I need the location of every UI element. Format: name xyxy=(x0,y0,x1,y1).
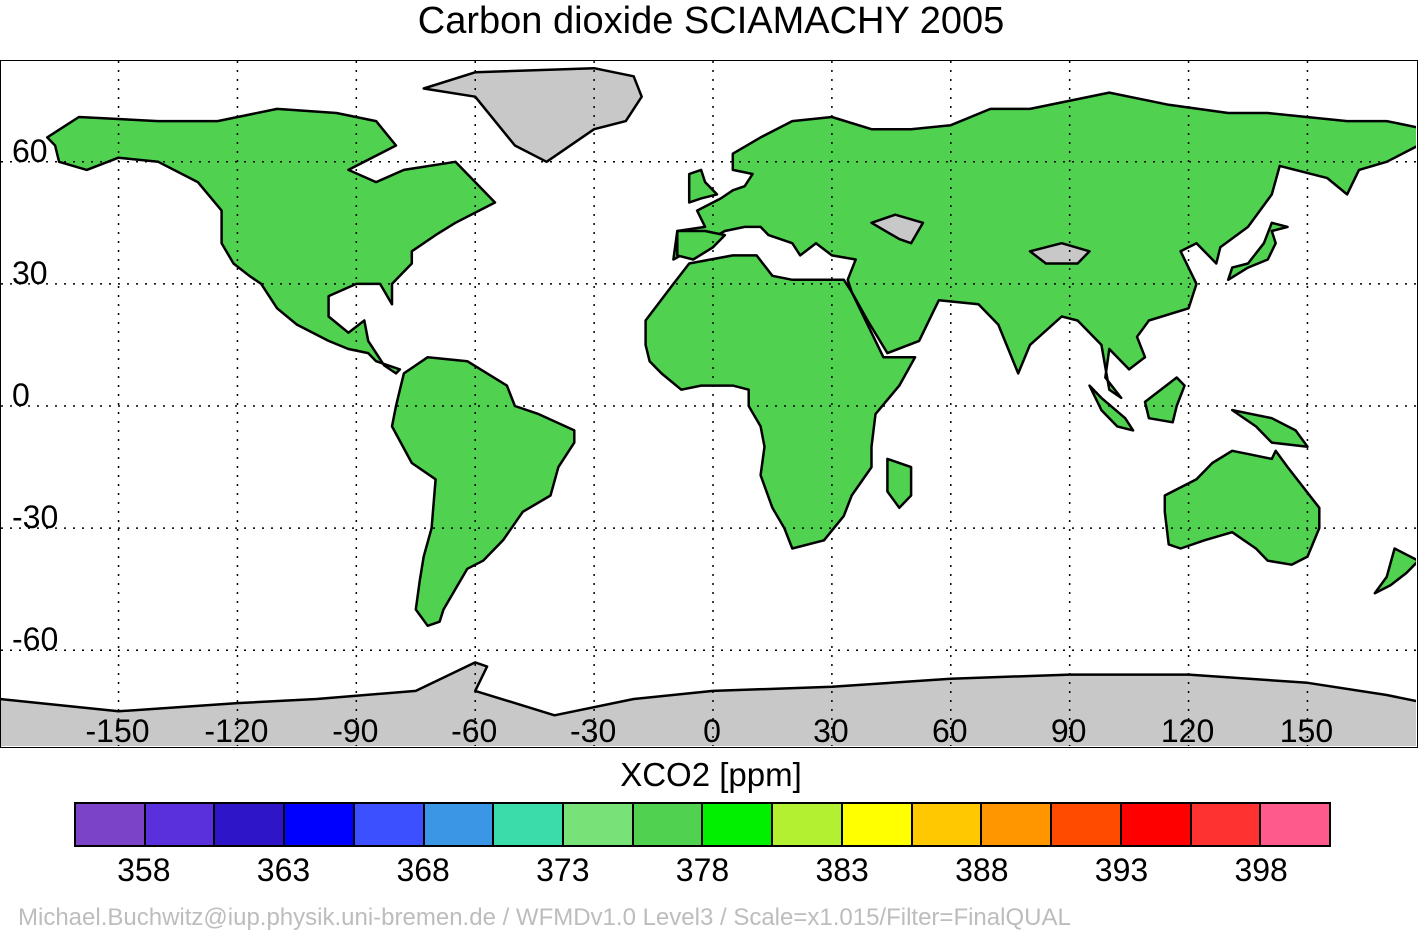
colorbar-swatch xyxy=(912,804,983,845)
colorbar xyxy=(74,802,1331,847)
north-america xyxy=(45,107,497,375)
latitude-tick-label: 30 xyxy=(12,254,48,291)
colorbar-swatch xyxy=(564,804,634,845)
colorbar-swatch xyxy=(842,804,913,845)
longitude-tick-label: 0 xyxy=(703,713,721,749)
colorbar-swatch xyxy=(1121,804,1192,845)
colorbar-swatch xyxy=(633,804,704,845)
colorbar-swatch xyxy=(215,804,286,845)
map-canvas xyxy=(1,61,1416,746)
longitude-tick-label: 30 xyxy=(813,713,849,749)
colorbar-tick-label: 393 xyxy=(1094,852,1149,888)
caspian-region xyxy=(870,213,925,245)
colorbar-swatch xyxy=(424,804,495,845)
land-layer xyxy=(45,91,1416,628)
colorbar-swatch xyxy=(1052,804,1122,845)
longitude-tick-label: -150 xyxy=(85,713,150,749)
colorbar-swatch xyxy=(145,804,216,845)
colorbar-swatch xyxy=(703,804,774,845)
latitude-tick-label: 60 xyxy=(12,132,48,169)
south-america xyxy=(390,355,576,628)
longitude-tick-label: -90 xyxy=(332,713,379,749)
greenland xyxy=(422,66,643,164)
longitude-tick-label: 120 xyxy=(1160,713,1215,749)
latitude-tick-label: -60 xyxy=(12,621,59,658)
colorbar-swatch xyxy=(285,804,355,845)
great-britain xyxy=(687,168,719,204)
world-map[interactable] xyxy=(0,60,1418,748)
new-guinea xyxy=(1230,408,1309,448)
colorbar-tick-label: 388 xyxy=(955,852,1009,888)
colorbar-swatch xyxy=(1191,804,1262,845)
antarctica xyxy=(1,661,1416,746)
latitude-tick-label: -30 xyxy=(12,499,59,536)
colorbar-tick-label: 358 xyxy=(117,852,171,888)
colorbar-swatch xyxy=(494,804,565,845)
colorbar-label: XCO2 [ppm] xyxy=(620,756,802,793)
colorbar-tick-label: 398 xyxy=(1234,852,1288,888)
tibet-region xyxy=(1028,241,1091,265)
colorbar-swatch xyxy=(982,804,1053,845)
colorbar-tick-label: 368 xyxy=(396,852,450,888)
longitude-tick-label: -30 xyxy=(569,713,617,749)
colorbar-swatch xyxy=(1261,804,1329,845)
colorbar-swatch xyxy=(354,804,425,845)
eurasia xyxy=(672,91,1416,400)
longitude-tick-label: 150 xyxy=(1279,713,1334,749)
credit-line: Michael.Buchwitz@iup.physik.uni-bremen.d… xyxy=(18,904,1071,931)
colorbar-tick-label: 378 xyxy=(675,852,730,888)
colorbar-tick-label: 363 xyxy=(256,852,311,888)
longitude-tick-label: 90 xyxy=(1050,713,1087,749)
africa xyxy=(644,254,917,550)
no-data-layer xyxy=(1,66,1416,746)
new-zealand xyxy=(1373,547,1416,595)
longitude-tick-label: -120 xyxy=(204,713,269,749)
page-title: Carbon dioxide SCIAMACHY 2005 xyxy=(417,0,1005,42)
australia xyxy=(1163,449,1321,566)
colorbar-tick-label: 373 xyxy=(536,852,590,888)
sumatra xyxy=(1088,384,1135,432)
longitude-tick-label: -60 xyxy=(451,713,498,749)
madagascar xyxy=(886,457,913,510)
latitude-tick-label: 0 xyxy=(12,377,30,413)
iberia xyxy=(676,229,727,261)
borneo xyxy=(1143,376,1186,424)
lat-lon-grid xyxy=(1,61,1416,746)
longitude-tick-label: 60 xyxy=(931,713,968,749)
colorbar-swatch xyxy=(76,804,146,845)
colorbar-swatch xyxy=(773,804,843,845)
japan xyxy=(1226,221,1289,282)
colorbar-tick-label: 383 xyxy=(815,852,869,888)
